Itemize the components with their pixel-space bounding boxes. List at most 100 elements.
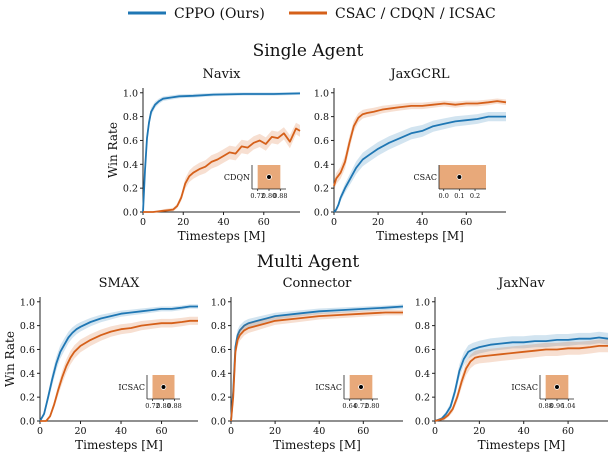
inset-tick-label: 0.64 [342, 402, 356, 410]
inset-point [160, 384, 167, 390]
x-tick-label: 60 [258, 217, 270, 228]
y-tick-label: 1.0 [20, 297, 35, 308]
inset-icsac: ICSAC 0.880.961.04 [511, 375, 576, 410]
y-tick-label: 0.8 [314, 112, 329, 123]
section-title-single-agent: Single Agent [253, 41, 364, 61]
series-line-cppo [39, 305, 198, 422]
y-tick-label: 0.6 [415, 345, 430, 356]
x-tick-label: 40 [313, 426, 325, 437]
y-tick-label: 1.0 [415, 297, 430, 308]
x-tick-label: 60 [460, 217, 472, 228]
inset-point [358, 384, 364, 390]
inset-tick-label: 0.88 [273, 192, 287, 200]
inset-cdqn: CDQN 0.720.800.88 [224, 165, 288, 200]
y-tick-label: 0.0 [415, 417, 430, 428]
x-tick-label: 40 [416, 217, 428, 228]
y-tick-label: 1.0 [123, 88, 138, 99]
inset-tick-label: 0.88 [538, 402, 552, 410]
x-axis-label: Timesteps [M] [178, 229, 266, 243]
inset-tick-label: 1.04 [561, 402, 575, 410]
y-tick-label: 0.6 [20, 345, 35, 356]
x-tick-label: 20 [74, 426, 86, 437]
x-tick-label: 20 [372, 217, 384, 228]
panel-title: JaxGCRL [388, 67, 449, 82]
y-tick-label: 0.4 [20, 369, 35, 380]
x-tick-label: 0 [140, 217, 146, 228]
panel-title: Navix [203, 67, 242, 82]
y-tick-label: 0.8 [211, 321, 226, 332]
inset-label: ICSAC [315, 383, 342, 392]
inset-tick-label: 0.96 [550, 402, 564, 410]
y-axis-label: Win Rate [3, 331, 17, 387]
y-tick-label: 0.8 [415, 321, 430, 332]
y-tick-label: 0.6 [211, 345, 226, 356]
y-tick-label: 0.2 [123, 184, 138, 195]
series-line-baseline [143, 127, 301, 213]
y-tick-label: 0.0 [20, 417, 35, 428]
x-tick-label: 0 [37, 426, 43, 437]
y-tick-label: 0.4 [314, 160, 329, 171]
inset-tick-label: 0.1 [454, 192, 464, 200]
panel-title: JaxNav [496, 276, 545, 291]
x-tick-label: 0 [331, 217, 337, 228]
inset-tick-label: 0.72 [354, 402, 368, 410]
series-line-cppo [142, 92, 301, 213]
panel-jaxnav: JaxNav 0.0 0.2 0.4 0.6 0.8 1.0 0 20 40 60Timesteps… [415, 276, 609, 452]
inset-tick-label: 0.72 [145, 402, 159, 410]
x-tick-label: 20 [473, 426, 485, 437]
x-tick-label: 40 [217, 217, 229, 228]
y-tick-label: 0.4 [123, 160, 138, 171]
inset-point [456, 174, 463, 180]
x-tick-label: 60 [155, 426, 167, 437]
panel-navix: Navix 0.0 0.2 0.4 0.6 0.8 1.0 0 20 40 60Timesteps … [106, 67, 301, 243]
inset-tick-label: 0.80 [156, 402, 170, 410]
series-line-cppo [333, 115, 506, 213]
panel-connector: Connector 0.0 0.2 0.4 0.6 0.8 1.0 0 20 40 60Timest… [211, 276, 404, 452]
x-tick-label: 0 [432, 426, 438, 437]
inset-tick-label: 0.80 [262, 192, 276, 200]
inset-label: ICSAC [118, 383, 145, 392]
x-axis-label: Timesteps [M] [376, 229, 464, 243]
y-tick-label: 0.2 [314, 184, 329, 195]
panel-title: Connector [283, 276, 353, 291]
inset-icsac: ICSAC 0.720.800.88 [118, 375, 182, 410]
y-tick-label: 0.2 [20, 393, 35, 404]
x-tick-label: 40 [518, 426, 530, 437]
inset-point [554, 384, 560, 390]
inset-tick-label: 0.80 [365, 402, 379, 410]
y-tick-label: 0.6 [123, 136, 138, 147]
x-tick-label: 40 [115, 426, 127, 437]
series-band-cppo [143, 91, 300, 212]
y-tick-label: 0.2 [415, 393, 430, 404]
series-line-cppo [434, 336, 609, 422]
inset-tick-label: 0.2 [470, 192, 480, 200]
y-tick-label: 0.0 [211, 417, 226, 428]
series-band-cppo [435, 331, 608, 421]
inset-tick-label: 0.88 [167, 402, 181, 410]
series-line-baseline [434, 344, 608, 422]
inset-tick-label: 0.72 [250, 192, 264, 200]
inset-icsac: ICSAC 0.640.720.80 [315, 375, 380, 410]
y-tick-label: 0.8 [123, 112, 138, 123]
x-axis-label: Timesteps [M] [273, 438, 361, 452]
y-tick-label: 0.8 [20, 321, 35, 332]
x-tick-label: 20 [177, 217, 189, 228]
y-tick-label: 0.6 [314, 136, 329, 147]
x-axis-label: Timesteps [M] [75, 438, 163, 452]
series-band-baseline [143, 122, 300, 212]
x-tick-label: 60 [562, 426, 574, 437]
series-line-baseline [333, 100, 507, 187]
y-tick-label: 0.4 [211, 369, 226, 380]
inset-csac: CSAC 0.0 0.1 0.2 [414, 165, 486, 200]
inset-point [266, 174, 272, 180]
x-tick-label: 0 [228, 426, 234, 437]
inset-label: CDQN [224, 173, 250, 182]
y-tick-label: 0.0 [314, 208, 329, 219]
section-title-multi-agent: Multi Agent [257, 252, 360, 272]
y-tick-label: 0.4 [415, 369, 430, 380]
x-axis-label: Timesteps [M] [478, 438, 566, 452]
y-tick-label: 0.2 [211, 393, 226, 404]
